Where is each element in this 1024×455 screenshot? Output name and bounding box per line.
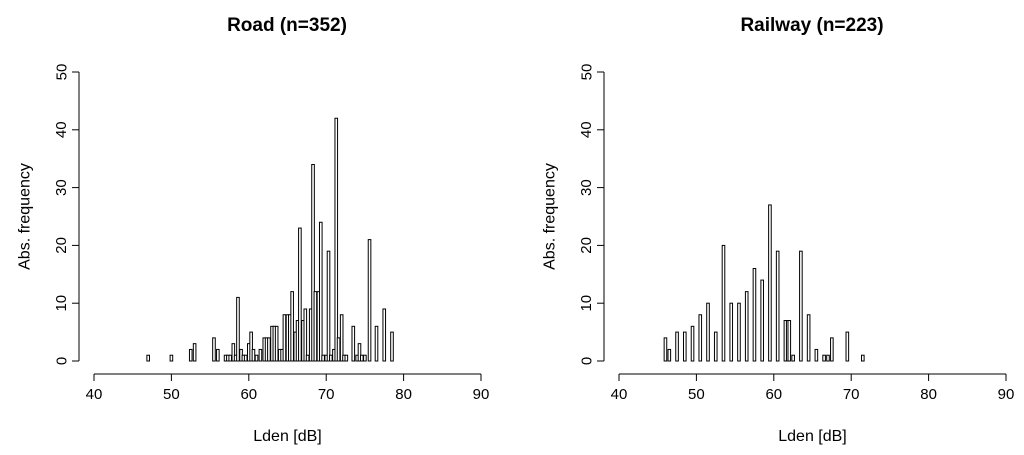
panel2-bar bbox=[675, 331, 679, 362]
panel2-bar bbox=[663, 337, 668, 362]
panel1-bar bbox=[390, 331, 394, 362]
panel2-bar bbox=[667, 348, 672, 362]
panel1-x-tick-label: 90 bbox=[473, 386, 490, 403]
panel2-x-tick-label: 80 bbox=[920, 386, 937, 403]
panel2-bar bbox=[768, 204, 772, 362]
panel1-y-tick-label: 10 bbox=[53, 295, 70, 312]
panel2-bar bbox=[706, 302, 710, 362]
panel1-bar bbox=[351, 325, 356, 362]
panel1-x-tick-label: 80 bbox=[395, 386, 412, 403]
panel1-bar bbox=[188, 348, 193, 362]
panel1-bar bbox=[228, 354, 233, 362]
panel1-bar bbox=[344, 354, 349, 362]
panel1-bar bbox=[254, 354, 259, 362]
panel2-bar bbox=[698, 314, 703, 362]
panel2-bar bbox=[682, 331, 687, 362]
panel2-bar bbox=[721, 244, 726, 362]
panel2-x-axis-label: Lden [dB] bbox=[778, 428, 847, 445]
panel2-bar bbox=[861, 354, 865, 362]
panel1-bar bbox=[303, 308, 308, 362]
panel1-bar bbox=[290, 291, 294, 362]
panel2-x-tick-label: 90 bbox=[998, 386, 1015, 403]
panel1-x-tick-label: 60 bbox=[240, 386, 257, 403]
panel1-bar bbox=[382, 308, 387, 362]
panel1-y-axis-label: Abs. frequency bbox=[17, 163, 34, 270]
panel1-bar bbox=[336, 337, 341, 362]
panel2-bar bbox=[814, 348, 819, 362]
panel1-bar bbox=[334, 117, 339, 362]
panel1-title: Road (n=352) bbox=[227, 15, 347, 36]
panel1-bar bbox=[274, 325, 279, 362]
panel2-bar bbox=[729, 302, 734, 362]
panel2-bar bbox=[806, 314, 811, 362]
panel2-bar bbox=[775, 250, 780, 362]
panel1-bar bbox=[192, 343, 197, 362]
panel2-bar bbox=[791, 354, 795, 362]
panel2-bar bbox=[752, 268, 757, 362]
panel2-bar bbox=[845, 331, 850, 362]
panel1-bar bbox=[339, 314, 344, 362]
panel1-bar bbox=[146, 354, 150, 362]
panel2-bar bbox=[760, 279, 764, 362]
panel1-bar bbox=[311, 163, 315, 362]
panel1-y-tick-label: 50 bbox=[53, 64, 70, 81]
panel2-bar bbox=[826, 354, 830, 362]
panel2-y-tick-label: 20 bbox=[578, 237, 595, 254]
panel1-bar bbox=[298, 227, 302, 362]
panel1-bar bbox=[321, 354, 325, 362]
panel2-y-tick-label: 40 bbox=[578, 121, 595, 138]
panel1-bar bbox=[251, 348, 256, 362]
panel2-x-tick-label: 50 bbox=[688, 386, 705, 403]
panel1-x-axis-label: Lden [dB] bbox=[253, 428, 322, 445]
panel2-bar bbox=[830, 337, 834, 362]
panel2-bar bbox=[744, 291, 749, 362]
panel1-bar bbox=[231, 343, 236, 362]
panel1-bar bbox=[169, 354, 174, 362]
panel2-title: Railway (n=223) bbox=[740, 15, 883, 36]
panel1-y-tick-label: 40 bbox=[53, 121, 70, 138]
panel1-bar bbox=[305, 354, 310, 362]
panel1-bar bbox=[374, 325, 379, 362]
panel1-bar bbox=[236, 296, 240, 362]
panel1-x-tick-label: 70 bbox=[318, 386, 335, 403]
panel1-bar bbox=[329, 354, 333, 362]
panel2-bar bbox=[713, 331, 718, 362]
panel1-bar bbox=[249, 331, 253, 362]
panel1-bar bbox=[360, 354, 364, 362]
panel1-x-tick-label: 40 bbox=[86, 386, 103, 403]
panel1-bar bbox=[212, 337, 216, 362]
panel1-bar bbox=[357, 343, 362, 362]
panel1-y-tick-label: 30 bbox=[53, 179, 70, 196]
panel2-y-tick-label: 30 bbox=[578, 179, 595, 196]
panel1-bar bbox=[318, 221, 323, 362]
panel1-bar bbox=[326, 250, 331, 362]
panel1-bar bbox=[243, 354, 248, 362]
panel1-bar bbox=[313, 291, 318, 362]
panel2-y-axis-label: Abs. frequency bbox=[542, 163, 559, 270]
panel2-bar bbox=[799, 250, 803, 362]
panel1-y-tick-label: 20 bbox=[53, 237, 70, 254]
panel2-bar bbox=[822, 354, 826, 362]
panel1-x-tick-label: 50 bbox=[163, 386, 180, 403]
panel2-y-tick-label: 0 bbox=[578, 357, 595, 365]
panel2-x-tick-label: 40 bbox=[611, 386, 628, 403]
panel2-y-tick-label: 50 bbox=[578, 64, 595, 81]
panel1-bar bbox=[363, 354, 367, 362]
panel1-bar bbox=[258, 348, 263, 362]
panel1-bar bbox=[282, 314, 287, 362]
panel1-bar bbox=[367, 239, 372, 362]
panel2-y-tick-label: 10 bbox=[578, 295, 595, 312]
panel2-x-tick-label: 60 bbox=[765, 386, 782, 403]
panel1-bar bbox=[267, 337, 271, 362]
panel2-bar bbox=[787, 320, 792, 362]
panel2-x-tick-label: 70 bbox=[843, 386, 860, 403]
panel1-bar bbox=[216, 348, 220, 362]
panel1-y-tick-label: 0 bbox=[53, 357, 70, 365]
panel2-bar bbox=[690, 325, 695, 362]
panel2-bar bbox=[737, 302, 741, 362]
